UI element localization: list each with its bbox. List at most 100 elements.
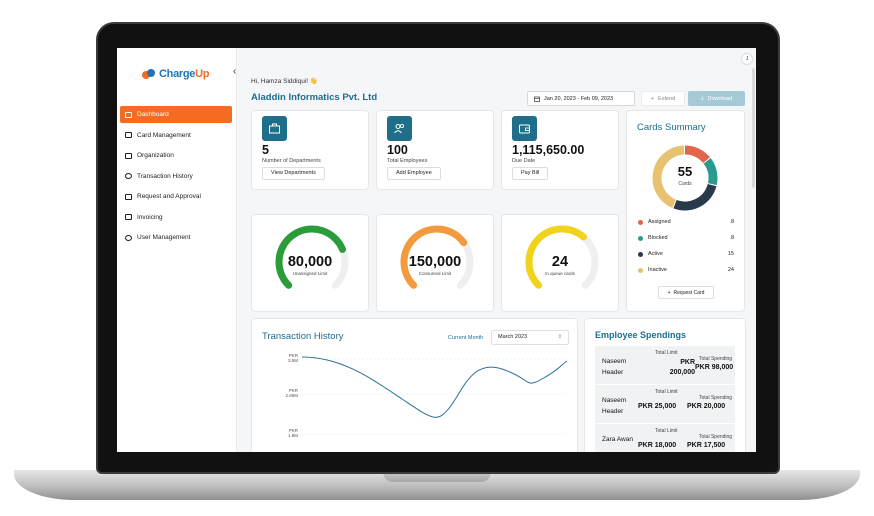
- cards-summary-title: Cards Summary: [637, 122, 706, 133]
- legend-dot: [638, 235, 643, 241]
- employee-spendings-panel: Employee Spendings Naseem Header Total L…: [584, 318, 746, 452]
- gauge-value: 24: [551, 254, 569, 270]
- invoice-icon: [125, 214, 132, 220]
- employee-name: Zara Awan: [602, 436, 633, 443]
- sidebar-item-card-management[interactable]: Card Management: [120, 127, 232, 144]
- add-employee-button[interactable]: Add Employee: [387, 167, 441, 180]
- sidebar-item-user-management[interactable]: User Management: [120, 229, 232, 246]
- cards-legend: Assigned 8 Blocked 8 Active 15 Inactive 24: [638, 214, 734, 278]
- download-icon: ⤓: [701, 95, 704, 101]
- transaction-series-line: [301, 356, 568, 418]
- sidebar-item-organization[interactable]: Organization: [120, 147, 232, 164]
- gauge-unassigned: [275, 225, 349, 289]
- brand-logo[interactable]: ChargeUp: [142, 68, 209, 80]
- gauge-label: Unassigned Limit: [292, 271, 328, 276]
- donut-slice-assigned: [684, 145, 711, 164]
- gauge-value: 80,000: [287, 254, 333, 270]
- plus-icon: +: [667, 289, 671, 296]
- card-icon: [125, 132, 132, 138]
- date-range-picker[interactable]: Jan 20, 2023 - Feb 09, 2023: [527, 91, 635, 106]
- y-tick-label: PKR: [289, 353, 299, 358]
- gauge-card-consumed: 150,000 Consumed Limit: [376, 214, 494, 312]
- calendar-icon: [534, 96, 540, 102]
- download-button[interactable]: ⤓ Download: [688, 91, 745, 106]
- stat-value: 1,115,650.00: [512, 143, 585, 157]
- download-label: Download: [707, 95, 732, 102]
- sidebar-item-transaction-history[interactable]: Transaction History: [120, 168, 232, 185]
- total-spending-label: Total Spending: [699, 434, 733, 440]
- request-card-button[interactable]: + Request Card: [658, 286, 714, 299]
- cards-donut-chart: [652, 145, 718, 211]
- stat-value: 5: [262, 143, 269, 157]
- employee-spendings-list: Naseem Header Total Limit Total Spending…: [595, 346, 735, 452]
- brand-name: ChargeUp: [159, 68, 210, 80]
- chargeup-logo-icon: [142, 69, 156, 79]
- cards-total-label: Cards: [678, 181, 692, 187]
- legend-dot: [638, 219, 643, 225]
- total-limit-label: Total Limit: [655, 350, 678, 356]
- legend-item-assigned: Assigned 8: [638, 214, 734, 230]
- legend-item-blocked: Blocked 8: [638, 230, 734, 246]
- total-spending-label: Total Spending: [699, 356, 733, 362]
- gauge-fill: [275, 225, 346, 289]
- spending-value: PKR 17,500: [687, 442, 726, 449]
- transaction-line-chart: PKR 3.5M PKR 2.65M PKR 1.9M: [285, 353, 568, 438]
- sidebar-item-request-approval[interactable]: Request and Approval: [120, 188, 232, 205]
- chevron-left-icon[interactable]: ‹: [233, 66, 237, 77]
- list-item[interactable]: Zara Awan Total Limit Total Spending PKR…: [595, 424, 735, 452]
- pay-bill-button[interactable]: Pay Bill: [512, 167, 549, 180]
- donut-slice-active: [673, 183, 717, 211]
- stat-card-employees: 100 Total Employees Add Employee: [376, 110, 494, 190]
- screen: ChargeUp ‹ Dashboard Card Management Org…: [117, 48, 756, 452]
- legend-dot: [638, 251, 643, 257]
- users-icon: [387, 116, 412, 141]
- date-range-text: Jan 20, 2023 - Feb 09, 2023: [544, 95, 614, 102]
- limit-value: PKR 25,000: [638, 403, 677, 410]
- legend-item-active: Active 15: [638, 246, 734, 262]
- stat-label: Number of Departments: [262, 158, 321, 164]
- server-icon: [125, 152, 132, 159]
- cards-total: 55: [677, 164, 693, 179]
- plus-icon: +: [650, 95, 655, 102]
- wallet-icon: [512, 116, 537, 141]
- gauge-label: Consumed Limit: [418, 271, 452, 276]
- avatar[interactable]: J: [741, 53, 753, 65]
- sidebar-item-dashboard[interactable]: Dashboard: [120, 106, 232, 123]
- list-item[interactable]: Naseem Header Total Limit Total Spending…: [595, 385, 735, 424]
- transaction-history-panel: Transaction History Current Month March …: [251, 318, 578, 452]
- donut-slice-blocked: [703, 158, 718, 186]
- request-icon: [125, 193, 132, 200]
- spending-value: PKR 20,000: [687, 403, 726, 410]
- y-tick-label: 3.5M: [288, 358, 298, 363]
- history-icon: [125, 173, 132, 179]
- main-content: J Hi, Hamza Siddiqui! 👋 Aladdin Informat…: [237, 48, 756, 452]
- sidebar-item-invoicing[interactable]: Invoicing: [120, 209, 232, 226]
- gauge-fill: [525, 225, 587, 289]
- legend-item-inactive: Inactive 24: [638, 262, 734, 278]
- stat-value: 100: [387, 143, 408, 157]
- stat-label: Total Employees: [387, 158, 428, 164]
- y-tick-label: PKR: [289, 428, 299, 433]
- page-title: Aladdin Informatics Pvt. Ltd: [251, 92, 378, 103]
- total-limit-label: Total Limit: [655, 389, 678, 395]
- sidebar-nav: Dashboard Card Management Organization T…: [120, 106, 232, 250]
- view-departments-button[interactable]: View Departments: [262, 167, 325, 180]
- laptop-base: [14, 470, 860, 500]
- sidebar: ChargeUp ‹ Dashboard Card Management Org…: [117, 48, 237, 452]
- period-label: Current Month: [448, 335, 484, 341]
- stat-card-due: 1,115,650.00 Due Date Pay Bill: [501, 110, 619, 190]
- gauge-value: 150,000: [408, 254, 462, 270]
- chevron-updown-icon: ⇕: [557, 334, 562, 340]
- y-tick-label: PKR: [289, 388, 299, 393]
- extend-label: Extend: [658, 95, 676, 102]
- gauge-label: In queue cards: [545, 271, 575, 276]
- extend-button[interactable]: + Extend: [641, 91, 685, 106]
- transaction-history-title: Transaction History: [262, 331, 344, 342]
- grid-icon: [125, 111, 132, 118]
- list-item[interactable]: Naseem Header Total Limit Total Spending…: [595, 346, 735, 385]
- month-select[interactable]: March 2023 ⇕: [491, 330, 569, 345]
- scrollbar[interactable]: [752, 68, 755, 188]
- donut-center: 55 Cards: [651, 144, 719, 212]
- users-icon: [125, 234, 132, 241]
- gauge-queue: [525, 225, 599, 289]
